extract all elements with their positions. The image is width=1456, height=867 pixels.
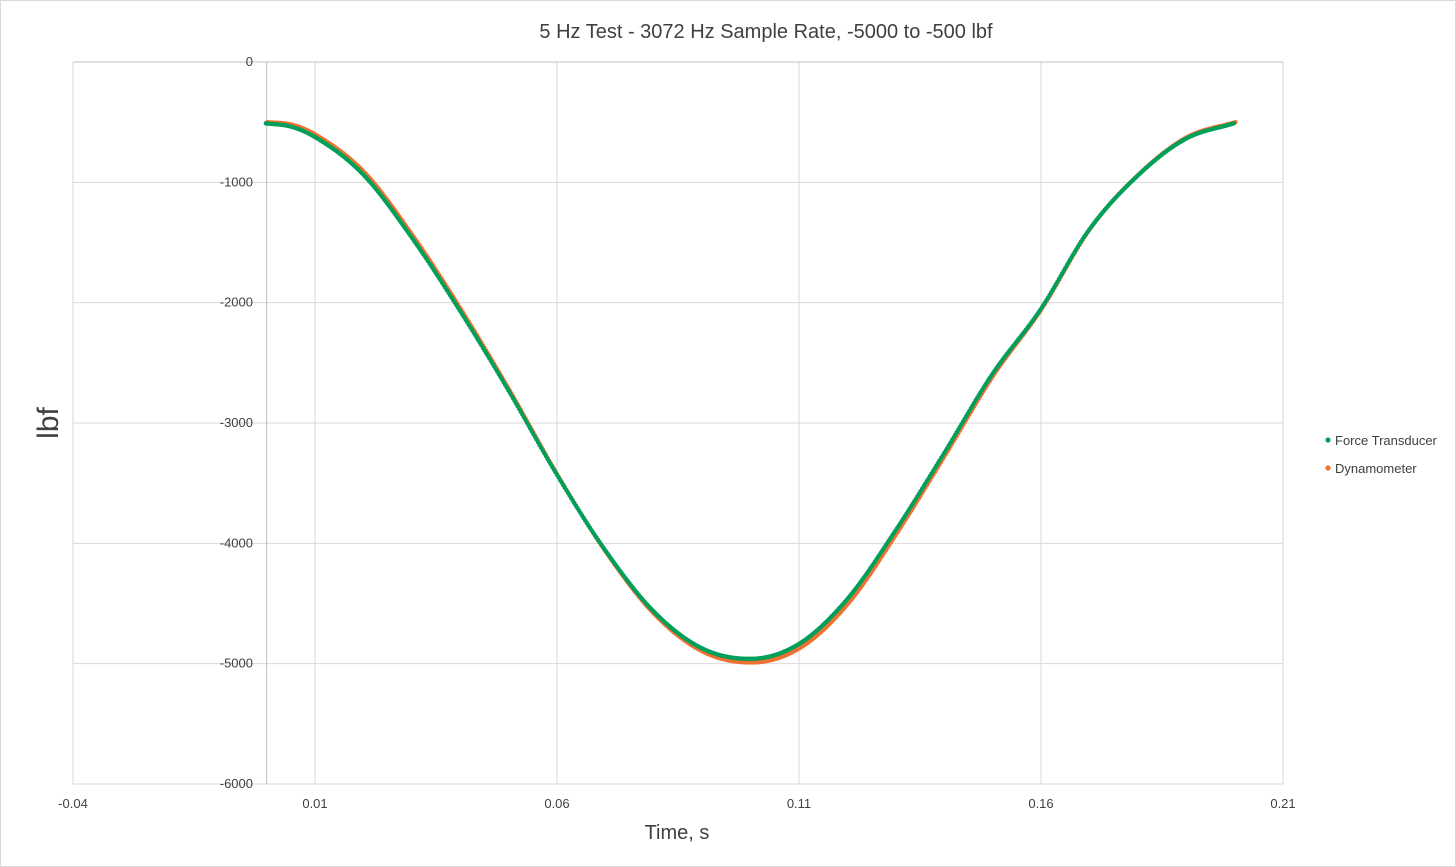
axes — [73, 61, 1283, 784]
legend-label: Dynamometer — [1335, 461, 1417, 476]
y-tick-label: -3000 — [220, 415, 253, 430]
x-tick-label: -0.04 — [58, 796, 88, 811]
series-force-transducer — [263, 121, 1237, 662]
legend-label: Force Transducer — [1335, 433, 1438, 448]
legend: Force Transducer Dynamometer — [1325, 433, 1438, 476]
x-tick-labels: -0.04 0.01 0.06 0.11 0.16 0.21 — [58, 796, 1295, 811]
x-tick-label: 0.11 — [787, 796, 811, 811]
x-tick-label: 0.01 — [302, 796, 327, 811]
y-tick-label: -6000 — [220, 776, 253, 791]
chart-title: 5 Hz Test - 3072 Hz Sample Rate, -5000 t… — [539, 21, 993, 43]
y-tick-labels: 0 -1000 -2000 -3000 -4000 -5000 -6000 — [220, 54, 253, 791]
y-tick-label: -2000 — [220, 295, 253, 310]
y-axis-title: lbf — [32, 406, 65, 438]
y-tick-label: 0 — [246, 54, 253, 69]
y-tick-label: -4000 — [220, 535, 253, 550]
legend-item: Force Transducer — [1325, 433, 1438, 448]
grid-lines — [72, 61, 1284, 785]
legend-item: Dynamometer — [1325, 461, 1417, 476]
y-tick-label: -5000 — [220, 656, 253, 671]
series-dynamometer — [265, 119, 1238, 665]
data-point — [1231, 121, 1237, 126]
x-axis-title: Time, s — [645, 822, 710, 844]
x-tick-label: 0.06 — [544, 796, 569, 811]
legend-marker — [1325, 437, 1331, 443]
x-tick-label: 0.16 — [1028, 796, 1053, 811]
legend-marker — [1325, 465, 1331, 471]
x-tick-label: 0.21 — [1270, 796, 1295, 811]
y-tick-label: -1000 — [220, 174, 253, 189]
series-layer — [263, 119, 1238, 665]
